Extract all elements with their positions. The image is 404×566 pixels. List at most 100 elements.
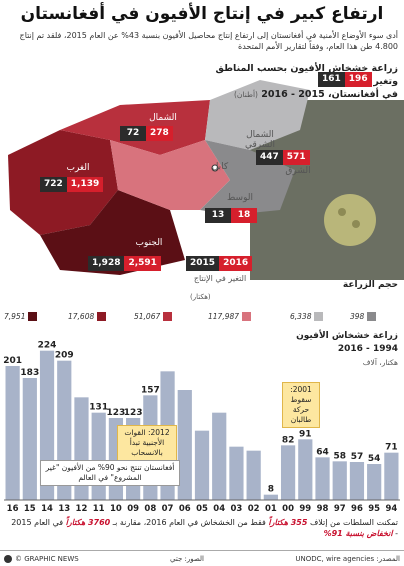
x-tick-label: 06	[179, 504, 191, 514]
annotation-2012: 2012: القوات الأجنبية تبدأ بالانسحاب	[117, 425, 177, 461]
page-title: ارتفاع كبير في إنتاج الأفيون في أفغانستا…	[20, 4, 384, 24]
x-tick-label: 98	[317, 504, 329, 514]
legend: حجم الزراعة (هكتار) 7,951 17,608 51,067 …	[0, 278, 404, 334]
region-east-shape	[200, 140, 295, 215]
poppy-pod-photo	[324, 194, 376, 246]
region-name-south: الجنوب	[135, 238, 163, 248]
bar-value-label: 57	[351, 452, 364, 462]
bar-value-label: 54	[368, 454, 381, 464]
bar-97	[332, 461, 347, 500]
year-key: 2015 2016	[186, 256, 253, 271]
footnote-highlight-3: انخفاض بنسبة 91%	[323, 529, 393, 538]
bar-96	[349, 462, 365, 500]
bar-95	[367, 464, 382, 500]
x-tick-label: 16	[7, 504, 19, 514]
bar-value-label: 224	[38, 341, 57, 351]
legend-item: 7,951	[4, 312, 38, 321]
bar-value-label: 71	[385, 443, 398, 453]
x-tick-label: 12	[76, 504, 88, 514]
legend-title: حجم الزراعة	[342, 280, 398, 290]
bar-05	[194, 430, 210, 500]
bar-value-label: 123	[124, 408, 143, 418]
bar-value-label: 131	[89, 403, 108, 413]
value-2015-north: 72	[120, 126, 146, 141]
x-tick-label: 94	[385, 504, 397, 514]
bar-06	[177, 390, 192, 500]
bar-value-label: 91	[299, 429, 312, 439]
region-values-northeast: 161 196	[318, 72, 372, 87]
graphic-news-logo: © GRAPHIC NEWS	[4, 555, 79, 563]
bar-value-label: 209	[55, 351, 74, 361]
logo-icon	[4, 555, 12, 563]
region-central-shape	[110, 140, 230, 210]
annotation-world-share: أفغانستان تنتج نحو 90% من الأفيون "غير ا…	[40, 460, 180, 486]
region-values-north: 72 278	[120, 126, 173, 141]
kabul-marker	[211, 164, 219, 172]
bar-03	[229, 446, 244, 500]
map-unit: (أطنان)	[234, 90, 258, 99]
x-tick-label: 01	[265, 504, 277, 514]
source-credit: المصدر: UNODC, wire agencies	[295, 555, 400, 563]
value-2016-south: 2,591	[124, 256, 161, 271]
value-2015-south: 1,928	[88, 256, 125, 271]
capital-label: كابل	[211, 162, 229, 172]
legend-swatch	[97, 312, 107, 321]
chart-title-block: زراعة خشخاش الأفيون 1994 - 2016 هكتار، آ…	[198, 330, 398, 369]
chart-title: زراعة خشخاش الأفيون	[296, 331, 398, 341]
x-tick-label: 97	[334, 504, 346, 514]
bar-04	[212, 412, 227, 500]
legend-item: 17,608	[68, 312, 107, 321]
year-key-2015: 2015	[186, 256, 220, 271]
value-2015-central: 13	[205, 208, 231, 223]
chart-subtitle: 1994 - 2016	[337, 344, 398, 354]
legend-swatch	[367, 312, 377, 321]
bar-value-label: 64	[316, 447, 329, 457]
bar-98	[315, 457, 330, 500]
value-2015-northeast: 161	[318, 72, 345, 87]
photo-credit: الصور: جتي	[170, 555, 205, 563]
bar-value-label: 8	[268, 485, 274, 495]
value-2016-central: 18	[231, 208, 257, 223]
x-tick-label: 09	[127, 504, 139, 514]
value-2015-east: 447	[256, 150, 283, 165]
x-tick-label: 04	[213, 504, 225, 514]
x-tick-label: 13	[58, 504, 70, 514]
value-2016-east: 571	[282, 150, 310, 165]
bar-16	[5, 366, 20, 500]
bar-11	[91, 412, 106, 500]
annotation-2001: 2001: سقوط حركة طالبان	[282, 382, 320, 428]
bar-value-label: 58	[333, 451, 346, 461]
bar-99	[298, 439, 313, 500]
region-values-central: 13 18	[205, 208, 257, 223]
bar-value-label: 183	[20, 368, 39, 378]
x-tick-label: 95	[368, 504, 380, 514]
footnote: تمكنت السلطات من إتلاف 355 هكتاراً فقط م…	[6, 517, 398, 539]
footnote-text-b: فقط من الخشخاش في العام 2016، مقارنة بـ	[110, 518, 269, 527]
footnote-highlight-1: 355 هكتاراً	[268, 518, 308, 527]
x-tick-label: 08	[144, 504, 156, 514]
x-tick-label: 05	[196, 504, 208, 514]
legend-swatch	[28, 312, 38, 321]
legend-item: 6,338	[290, 312, 324, 321]
region-south-shape	[40, 190, 185, 275]
region-northeast-shape	[205, 80, 310, 150]
region-name-east: الشرق	[285, 166, 311, 176]
region-name-west: الغرب	[66, 163, 90, 173]
region-name-north: الشمال	[149, 113, 177, 123]
x-tick-label: 00	[282, 504, 294, 514]
bar-value-label: 123	[107, 408, 126, 418]
legend-swatch	[163, 312, 173, 321]
x-tick-label: 10	[110, 504, 122, 514]
footnote-text-a: تمكنت السلطات من إتلاف	[307, 518, 398, 527]
x-tick-label: 03	[231, 504, 243, 514]
change-label: التغير في الإنتاج	[193, 274, 247, 283]
footnote-highlight-2: 3760 هكتاراً	[65, 518, 111, 527]
region-name-northeast: الشمال الشرقي	[244, 130, 276, 150]
intro-text: أدى سوء الأوضاع الأمنية في أفغانستان إلى…	[19, 31, 398, 51]
chart-unit: هكتار، آلاف	[362, 358, 398, 367]
legend-unit: (هكتار)	[190, 293, 211, 301]
region-values-east: 447 571	[256, 150, 310, 165]
footer: © GRAPHIC NEWS الصور: جتي المصدر: UNODC,…	[0, 550, 404, 566]
value-2015-west: 722	[40, 177, 67, 192]
region-values-south: 1,928 2,591	[88, 256, 161, 271]
